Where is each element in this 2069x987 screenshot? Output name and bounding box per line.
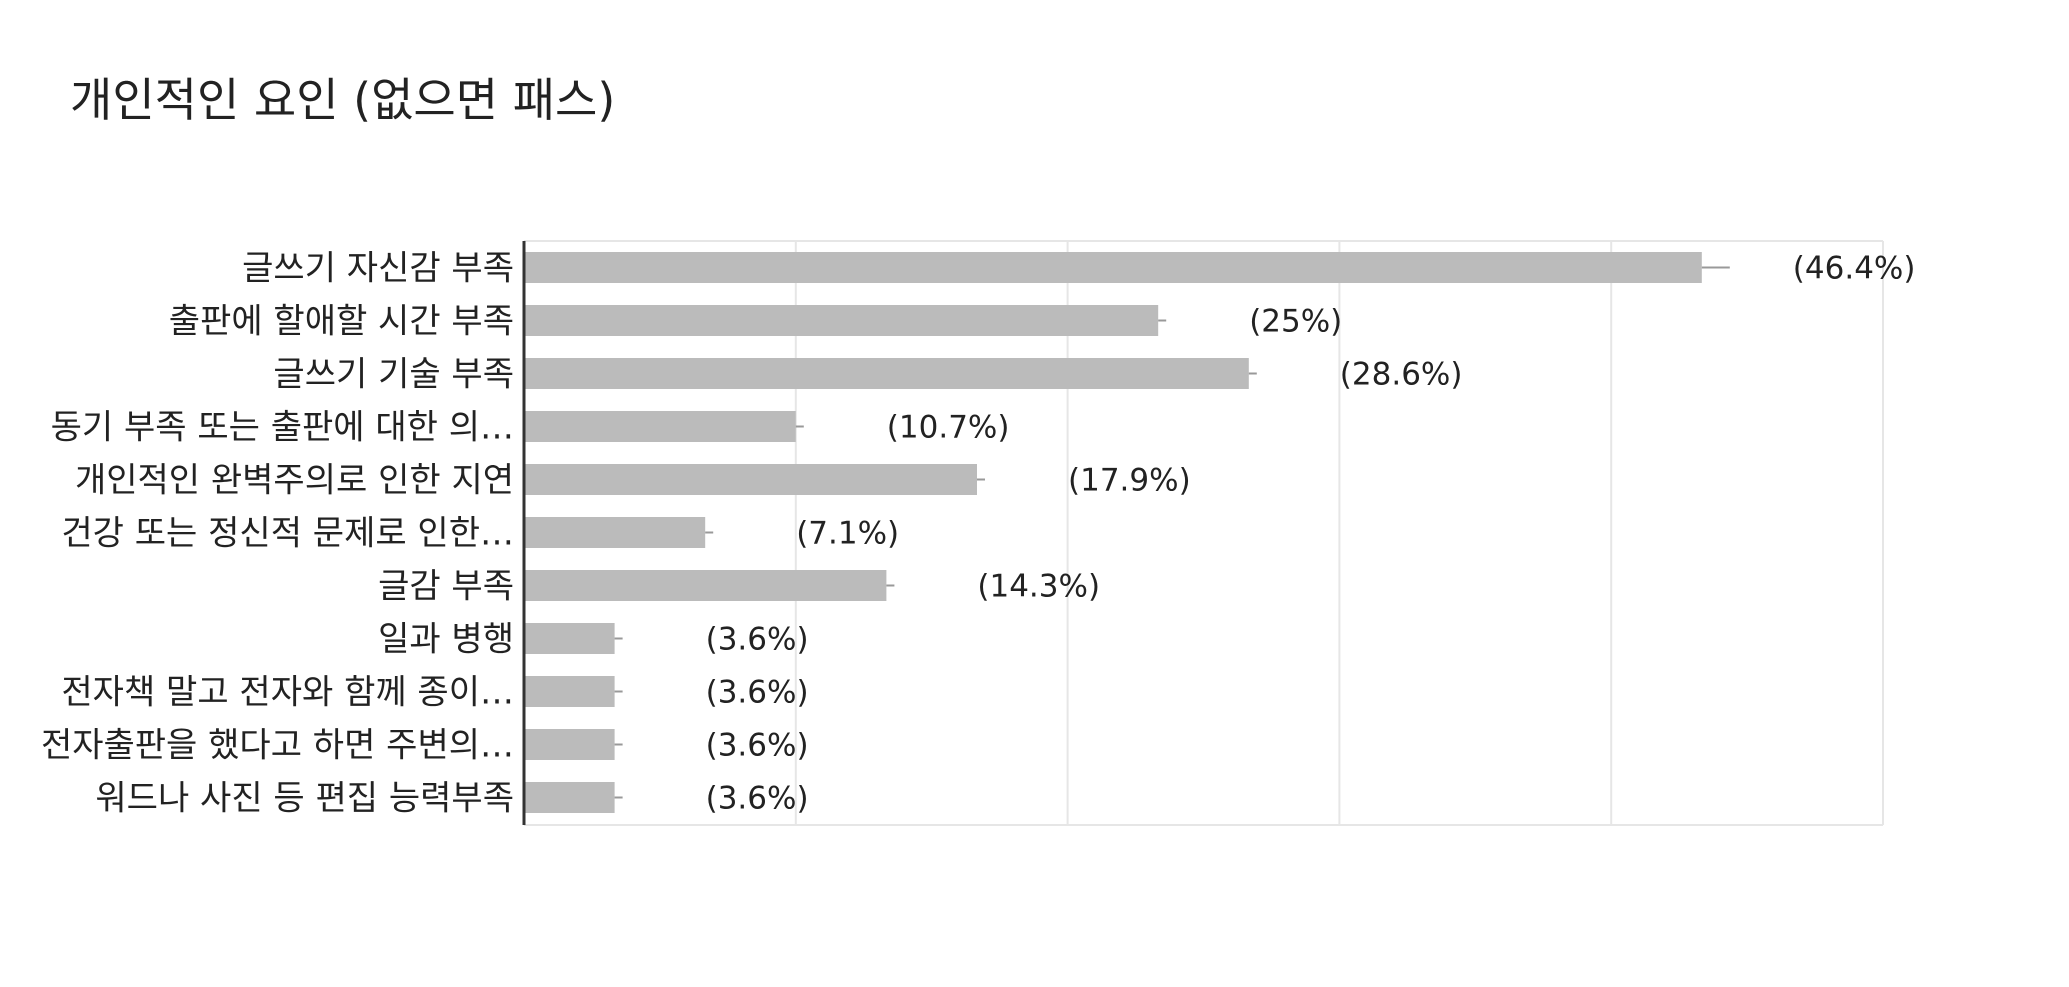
value-label: (3.6%) <box>706 728 809 764</box>
value-labels: (46.4%) (25%) (28.6%) (10.7%) (17.9%) (7.1%) (… <box>706 251 1916 817</box>
bar <box>524 464 977 495</box>
category-label: 개인적인 완벽주의로 인한 지연 <box>75 461 514 501</box>
bars <box>524 252 1730 813</box>
value-label: (17.9%) <box>1068 463 1191 499</box>
category-label: 건강 또는 정신적 문제로 인한… <box>61 514 514 554</box>
bar <box>524 517 706 548</box>
bar <box>524 570 887 601</box>
value-label: (14.3%) <box>977 569 1100 605</box>
category-label: 출판에 할애할 시간 부족 <box>169 302 514 342</box>
category-label: 글감 부족 <box>378 567 514 607</box>
chart-title: 개인적인 요인 (없으면 패스) <box>70 73 616 127</box>
value-label: (3.6%) <box>706 675 809 711</box>
category-label: 워드나 사진 등 편집 능력부족 <box>95 779 514 819</box>
category-label: 전자출판을 했다고 하면 주변의… <box>41 726 514 766</box>
bar <box>524 358 1249 389</box>
bar <box>524 729 615 760</box>
bar <box>524 411 796 442</box>
value-label: (25%) <box>1249 304 1342 340</box>
bar <box>524 623 615 654</box>
bar <box>524 252 1702 283</box>
value-label: (3.6%) <box>706 622 809 658</box>
category-label: 글쓰기 자신감 부족 <box>242 249 514 289</box>
bar <box>524 676 615 707</box>
category-label: 전자책 말고 전자와 함께 종이… <box>61 673 514 713</box>
value-label: (7.1%) <box>796 516 899 552</box>
value-label: (3.6%) <box>706 781 809 817</box>
category-label: 동기 부족 또는 출판에 대한 의… <box>51 408 514 448</box>
category-label: 글쓰기 기술 부족 <box>273 355 514 395</box>
grid-lines <box>524 240 1884 826</box>
value-label: (10.7%) <box>887 410 1010 446</box>
value-label: (28.6%) <box>1340 357 1463 393</box>
bar <box>524 782 615 813</box>
bar <box>524 305 1159 336</box>
category-label: 일과 병행 <box>378 620 514 660</box>
value-label: (46.4%) <box>1793 251 1916 287</box>
